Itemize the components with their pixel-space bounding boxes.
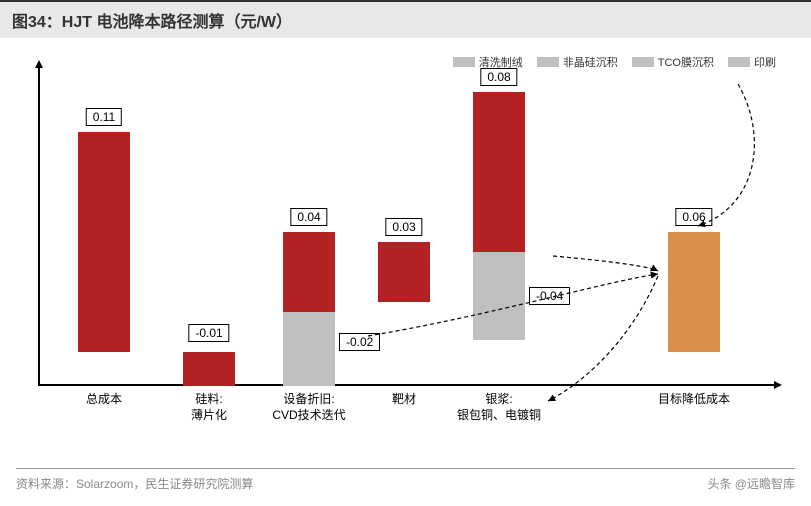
bar-segment <box>183 352 235 386</box>
bar-segment <box>668 232 720 352</box>
value-label: 0.08 <box>480 68 517 86</box>
source-text: 资料来源：Solarzoom，民生证券研究院测算 <box>16 475 253 492</box>
bar-segment <box>378 242 430 302</box>
bar-segment <box>283 312 335 386</box>
value-label: -0.02 <box>339 333 380 351</box>
bars-container: 0.11总成本-0.01硅料:薄片化0.04-0.02设备折旧:CVD技术迭代0… <box>38 66 776 386</box>
category-label: 总成本 <box>44 392 164 408</box>
value-label: -0.04 <box>529 287 570 305</box>
chart-title: 图34：HJT 电池降本路径测算（元/W） <box>0 0 811 38</box>
chart-area: 清洗制绒非晶硅沉积TCO膜沉积印刷 0.11总成本-0.01硅料:薄片化0.04… <box>8 46 788 446</box>
bar-segment <box>283 232 335 312</box>
value-label: 0.03 <box>385 218 422 236</box>
value-label: 0.06 <box>675 208 712 226</box>
bar-segment <box>473 252 525 340</box>
value-label: 0.04 <box>290 208 327 226</box>
value-label: -0.01 <box>188 324 229 342</box>
category-label: 目标降低成本 <box>634 392 754 408</box>
category-label: 银浆:银包铜、电镀铜 <box>439 392 559 423</box>
bar-segment <box>78 132 130 352</box>
value-label: 0.11 <box>86 108 122 126</box>
bar-segment <box>473 92 525 252</box>
watermark: 头条 @远瞻智库 <box>707 475 795 492</box>
source-row: 资料来源：Solarzoom，民生证券研究院测算 头条 @远瞻智库 <box>16 468 795 492</box>
